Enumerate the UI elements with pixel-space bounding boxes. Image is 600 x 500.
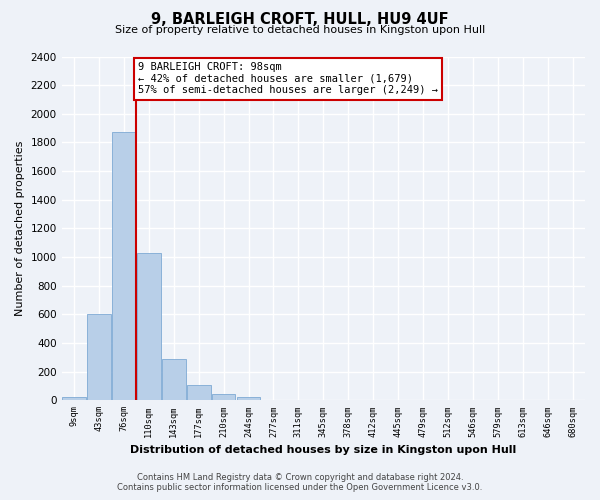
Text: Contains HM Land Registry data © Crown copyright and database right 2024.
Contai: Contains HM Land Registry data © Crown c… [118,473,482,492]
Bar [212,394,235,400]
Bar [87,314,111,400]
Bar [62,398,86,400]
Text: 9 BARLEIGH CROFT: 98sqm
← 42% of detached houses are smaller (1,679)
57% of semi: 9 BARLEIGH CROFT: 98sqm ← 42% of detache… [138,62,438,96]
Text: Size of property relative to detached houses in Kingston upon Hull: Size of property relative to detached ho… [115,25,485,35]
Bar [237,398,260,400]
Bar [162,360,185,401]
Bar [112,132,136,400]
Y-axis label: Number of detached properties: Number of detached properties [15,140,25,316]
Bar [137,253,161,400]
X-axis label: Distribution of detached houses by size in Kingston upon Hull: Distribution of detached houses by size … [130,445,517,455]
Bar [187,386,211,400]
Text: 9, BARLEIGH CROFT, HULL, HU9 4UF: 9, BARLEIGH CROFT, HULL, HU9 4UF [151,12,449,28]
